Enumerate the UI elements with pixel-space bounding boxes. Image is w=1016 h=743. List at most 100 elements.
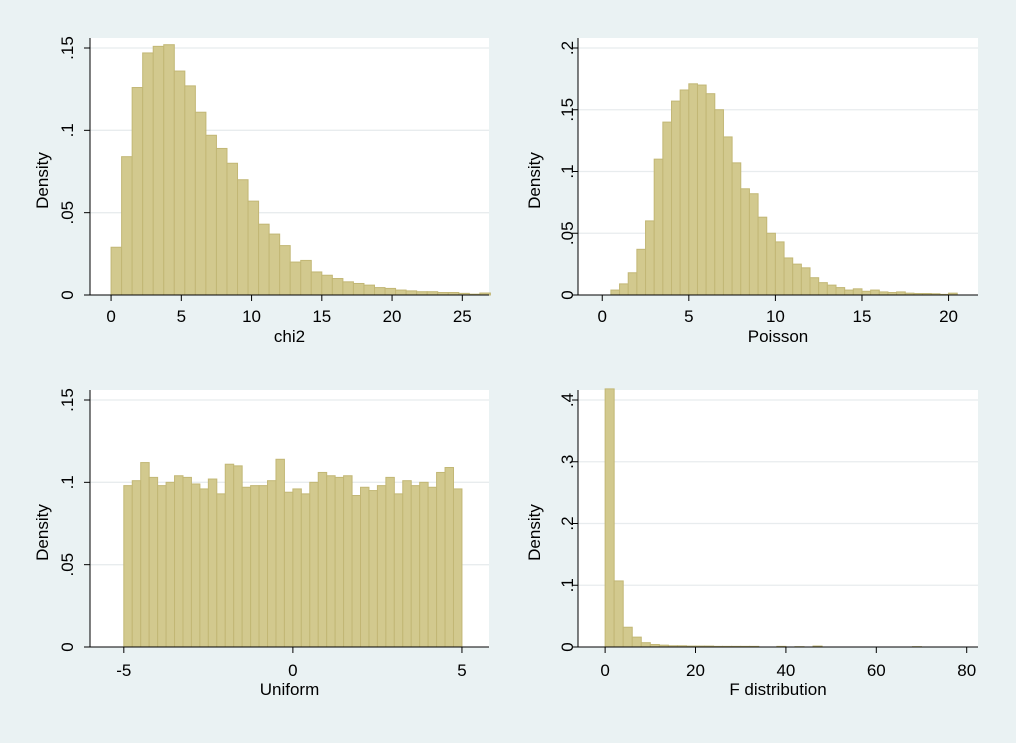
histogram-bar bbox=[689, 84, 698, 295]
histogram-bar bbox=[749, 194, 758, 295]
histogram-bar bbox=[343, 282, 354, 295]
histogram-bar bbox=[276, 459, 284, 647]
x-tick-label: 60 bbox=[867, 661, 886, 680]
histogram-bar bbox=[327, 476, 335, 647]
histogram-bar bbox=[344, 476, 352, 647]
histogram-bar bbox=[611, 290, 620, 295]
histogram-bar bbox=[732, 163, 741, 295]
x-tick-label: 0 bbox=[600, 661, 609, 680]
histogram-bar bbox=[132, 88, 143, 295]
histogram-bar bbox=[268, 481, 276, 647]
histogram-bar bbox=[620, 284, 629, 295]
histogram-bar bbox=[420, 482, 428, 647]
histogram-bar bbox=[332, 279, 343, 295]
y-tick-label: .05 bbox=[58, 553, 77, 577]
y-axis-title: Density bbox=[33, 504, 52, 561]
y-tick-label: .15 bbox=[58, 36, 77, 60]
histogram-bar bbox=[149, 477, 157, 647]
x-tick-label: -5 bbox=[116, 661, 131, 680]
histogram-bar bbox=[361, 487, 369, 647]
histogram-bar bbox=[311, 272, 322, 295]
histogram-bar bbox=[191, 484, 199, 647]
y-tick-label: .3 bbox=[558, 455, 577, 469]
x-tick-label: 40 bbox=[776, 661, 795, 680]
histogram-bar bbox=[269, 234, 280, 295]
histogram-bar bbox=[153, 46, 164, 295]
histogram-bar bbox=[784, 258, 793, 295]
histogram-bar bbox=[217, 494, 225, 647]
histogram-bar bbox=[637, 249, 646, 295]
histogram-bar bbox=[122, 157, 133, 295]
y-tick-label: .2 bbox=[558, 516, 577, 530]
histogram-bar bbox=[706, 94, 715, 295]
histogram-bar bbox=[437, 472, 445, 647]
histogram-bar bbox=[227, 163, 238, 295]
y-tick-label: .1 bbox=[558, 578, 577, 592]
x-tick-label: 5 bbox=[177, 307, 186, 326]
histogram-bar bbox=[141, 463, 149, 647]
y-axis-title: Density bbox=[525, 504, 544, 561]
x-tick-label: 15 bbox=[312, 307, 331, 326]
y-tick-label: .15 bbox=[58, 388, 77, 412]
x-tick-label: 0 bbox=[598, 307, 607, 326]
x-tick-label: 25 bbox=[453, 307, 472, 326]
histogram-bar bbox=[836, 288, 845, 295]
histogram-bar bbox=[605, 389, 614, 647]
y-tick-label: .1 bbox=[58, 123, 77, 137]
histogram-bar bbox=[819, 283, 828, 295]
histogram-bar bbox=[301, 260, 312, 295]
histogram-bar bbox=[318, 472, 326, 647]
x-tick-label: 10 bbox=[242, 307, 261, 326]
histogram-bar bbox=[758, 217, 767, 295]
histogram-bar bbox=[143, 53, 154, 295]
histogram-bar bbox=[632, 637, 641, 647]
histogram-bar bbox=[335, 477, 343, 647]
histogram-bar bbox=[164, 45, 175, 295]
y-tick-label: 0 bbox=[558, 642, 577, 651]
y-tick-label: .1 bbox=[58, 475, 77, 489]
plot-area bbox=[578, 390, 978, 647]
histogram-bar bbox=[132, 481, 140, 647]
histogram-bar bbox=[200, 489, 208, 647]
histogram-bar bbox=[775, 242, 784, 295]
y-tick-label: 0 bbox=[58, 290, 77, 299]
histogram-bar bbox=[715, 110, 724, 295]
histogram-bar bbox=[394, 494, 402, 647]
histogram-bar bbox=[374, 288, 385, 295]
histogram-bar bbox=[453, 489, 461, 647]
histogram-bar bbox=[124, 486, 132, 647]
histogram-bar bbox=[377, 486, 385, 647]
histogram-bar bbox=[174, 71, 185, 295]
histogram-bar bbox=[646, 221, 655, 295]
histogram-bar bbox=[111, 247, 122, 295]
histogram-bar bbox=[364, 285, 375, 295]
histogram-bar bbox=[445, 468, 453, 647]
histogram-bar bbox=[259, 486, 267, 647]
histogram-bar bbox=[352, 496, 360, 647]
histogram-bar bbox=[284, 492, 292, 647]
histogram-bar bbox=[290, 262, 301, 295]
histogram-bar bbox=[403, 481, 411, 647]
histogram-bar bbox=[175, 476, 183, 647]
histogram-bar bbox=[723, 137, 732, 295]
histogram-bar bbox=[216, 148, 227, 295]
histogram-bar bbox=[259, 224, 270, 295]
x-tick-label: 20 bbox=[686, 661, 705, 680]
histogram-bar bbox=[234, 466, 242, 647]
histogram-bar bbox=[827, 285, 836, 295]
histogram-bar bbox=[310, 482, 318, 647]
y-tick-label: .05 bbox=[58, 201, 77, 225]
y-axis-title: Density bbox=[525, 152, 544, 209]
histogram-bar bbox=[680, 90, 689, 295]
y-tick-label: .2 bbox=[558, 41, 577, 55]
x-axis-title: Poisson bbox=[748, 327, 808, 346]
histogram-bar bbox=[697, 85, 706, 295]
x-axis-title: F distribution bbox=[729, 680, 826, 699]
histogram-bar bbox=[641, 643, 650, 647]
x-tick-label: 10 bbox=[766, 307, 785, 326]
